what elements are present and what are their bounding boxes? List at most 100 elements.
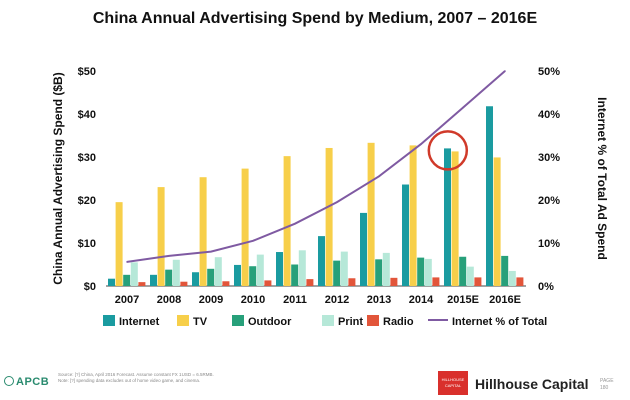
bar-outdoor-2009 <box>207 268 215 286</box>
bar-radio-2015e <box>474 277 482 286</box>
bar-outdoor-2015e <box>459 256 467 286</box>
y2-tick-label: 20% <box>538 195 560 207</box>
bar-internet-2008 <box>150 274 157 286</box>
bar-internet-2013 <box>360 212 367 286</box>
legend-swatch-tv <box>177 315 189 326</box>
y2-tick-label: 40% <box>538 109 560 121</box>
bar-radio-2007 <box>138 282 146 286</box>
bar-outdoor-2013 <box>375 259 383 286</box>
x-tick-label: 2007 <box>115 294 139 306</box>
bar-print-2014 <box>424 258 432 286</box>
bar-tv-2011 <box>283 156 291 286</box>
bar-radio-2010 <box>264 280 272 286</box>
bar-radio-2008 <box>180 281 188 286</box>
line-point-2016e <box>504 70 506 72</box>
x-tick-label: 2015E <box>447 294 479 306</box>
line-point-2011 <box>294 222 296 225</box>
line-point-2014 <box>420 143 422 145</box>
y-tick-label: $20 <box>78 195 96 207</box>
bar-radio-2013 <box>390 277 398 286</box>
page-number: PAGE 180 <box>600 378 614 391</box>
legend-label-outdoor: Outdoor <box>248 316 292 328</box>
bar-outdoor-2008 <box>165 269 173 286</box>
legend-label-tv: TV <box>193 316 208 328</box>
bar-internet-2014 <box>402 184 409 286</box>
hillhouse-logo: HILLHOUSE CAPITAL <box>438 371 468 395</box>
bar-internet-2009 <box>192 272 199 286</box>
bar-internet-2012 <box>318 236 325 286</box>
y-tick-label: $40 <box>78 109 96 121</box>
bar-internet-2010 <box>234 264 241 286</box>
y-tick-label: $30 <box>78 152 96 164</box>
highlight-circle <box>427 130 469 171</box>
x-tick-label: 2011 <box>283 294 307 306</box>
bar-print-2011 <box>298 250 306 286</box>
legend-swatch-outdoor <box>232 315 244 326</box>
bar-tv-2009 <box>199 177 207 286</box>
bar-tv-2015e <box>451 151 459 286</box>
bar-outdoor-2012 <box>333 260 341 286</box>
bar-tv-2010 <box>241 168 249 286</box>
bar-outdoor-2014 <box>417 257 425 286</box>
bar-radio-2014 <box>432 277 440 286</box>
x-tick-label: 2010 <box>241 294 265 306</box>
line-point-2007 <box>126 261 128 263</box>
y-tick-label: $10 <box>78 238 96 250</box>
bar-radio-2012 <box>348 278 356 286</box>
legend-swatch-internet <box>103 315 115 326</box>
x-tick-label: 2013 <box>367 294 391 306</box>
bar-internet-2016e <box>486 106 493 286</box>
bar-outdoor-2016e <box>501 255 509 286</box>
y-tick-label: $50 <box>78 66 96 78</box>
line-internet-share <box>126 70 506 263</box>
x-tick-label: 2016E <box>489 294 521 306</box>
bar-tv-2012 <box>325 147 333 286</box>
line-point-2008 <box>168 255 170 257</box>
logo-circle-icon <box>4 376 14 386</box>
bar-tv-2016e <box>493 157 501 286</box>
legend-label-internet-of-total: Internet % of Total <box>452 316 547 328</box>
y-axis-title: China Annual Advertising Spend ($B) <box>51 72 65 284</box>
bar-internet-2011 <box>276 252 283 286</box>
bar-print-2012 <box>340 251 348 286</box>
y2-tick-label: 30% <box>538 152 560 164</box>
bar-internet-2015e <box>444 148 451 286</box>
bar-radio-2009 <box>222 281 230 286</box>
chart-title: China Annual Advertising Spend by Medium… <box>92 10 538 27</box>
bar-tv-2013 <box>367 142 375 286</box>
legend-swatch-radio <box>367 315 379 326</box>
bar-internet-2007 <box>108 278 115 286</box>
legend-label-print: Print <box>338 316 363 328</box>
y-tick-label: $0 <box>84 281 96 293</box>
legend-swatch-print <box>322 315 334 326</box>
footnote: Source: [?] China, April 2016 Forecast. … <box>58 372 214 383</box>
bar-print-2010 <box>256 254 264 286</box>
bar-print-2015e <box>466 266 474 286</box>
bar-outdoor-2011 <box>291 264 299 286</box>
bar-print-2009 <box>214 257 222 286</box>
line-point-2010 <box>252 240 254 242</box>
apcb-logo: APCB <box>4 376 49 388</box>
y2-tick-label: 10% <box>538 238 560 250</box>
brand-name: Hillhouse Capital <box>475 376 589 392</box>
x-tick-label: 2014 <box>409 294 434 306</box>
y2-tick-label: 0% <box>538 281 554 293</box>
y2-axis-title: Internet % of Total Ad Spend <box>595 97 609 260</box>
bar-tv-2008 <box>157 187 165 286</box>
x-tick-label: 2012 <box>325 294 349 306</box>
bar-print-2008 <box>172 259 180 286</box>
x-tick-label: 2009 <box>199 294 223 306</box>
bar-radio-2016e <box>516 277 524 286</box>
line-point-2015e <box>462 106 464 109</box>
bar-print-2016e <box>508 270 516 286</box>
bar-outdoor-2007 <box>123 274 131 286</box>
bar-radio-2011 <box>306 279 314 286</box>
bar-tv-2014 <box>409 145 417 286</box>
legend-label-radio: Radio <box>383 316 414 328</box>
bar-print-2007 <box>130 262 138 286</box>
bar-outdoor-2010 <box>249 266 257 286</box>
bar-print-2013 <box>382 252 390 286</box>
line-point-2009 <box>210 250 212 253</box>
